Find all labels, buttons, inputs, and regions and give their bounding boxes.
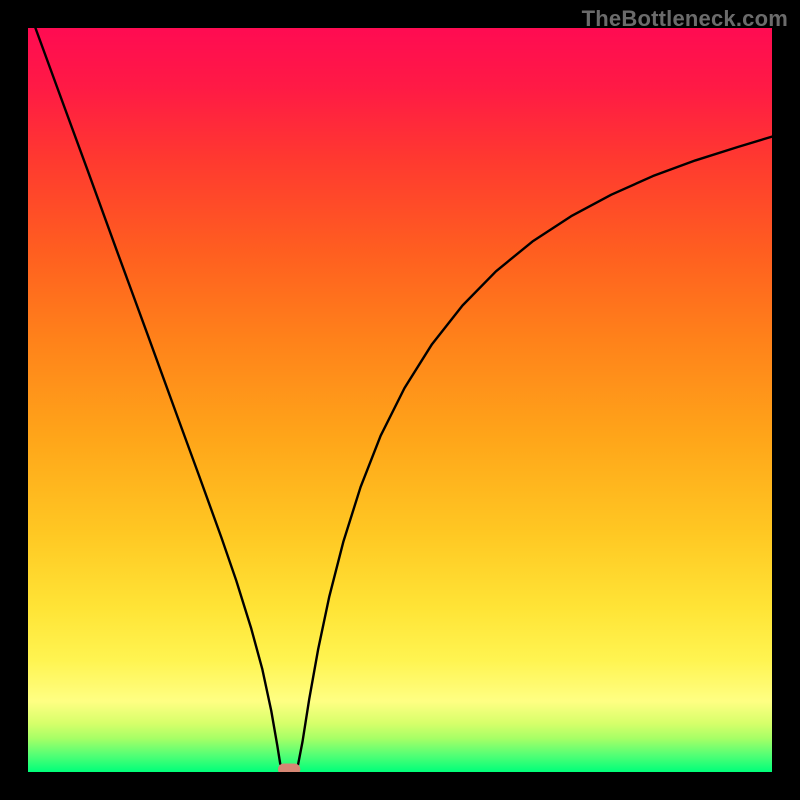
chart-frame: TheBottleneck.com — [0, 0, 800, 800]
trough-marker — [278, 763, 300, 772]
gradient-background — [28, 28, 772, 772]
plot-area — [28, 28, 772, 772]
chart-svg — [28, 28, 772, 772]
